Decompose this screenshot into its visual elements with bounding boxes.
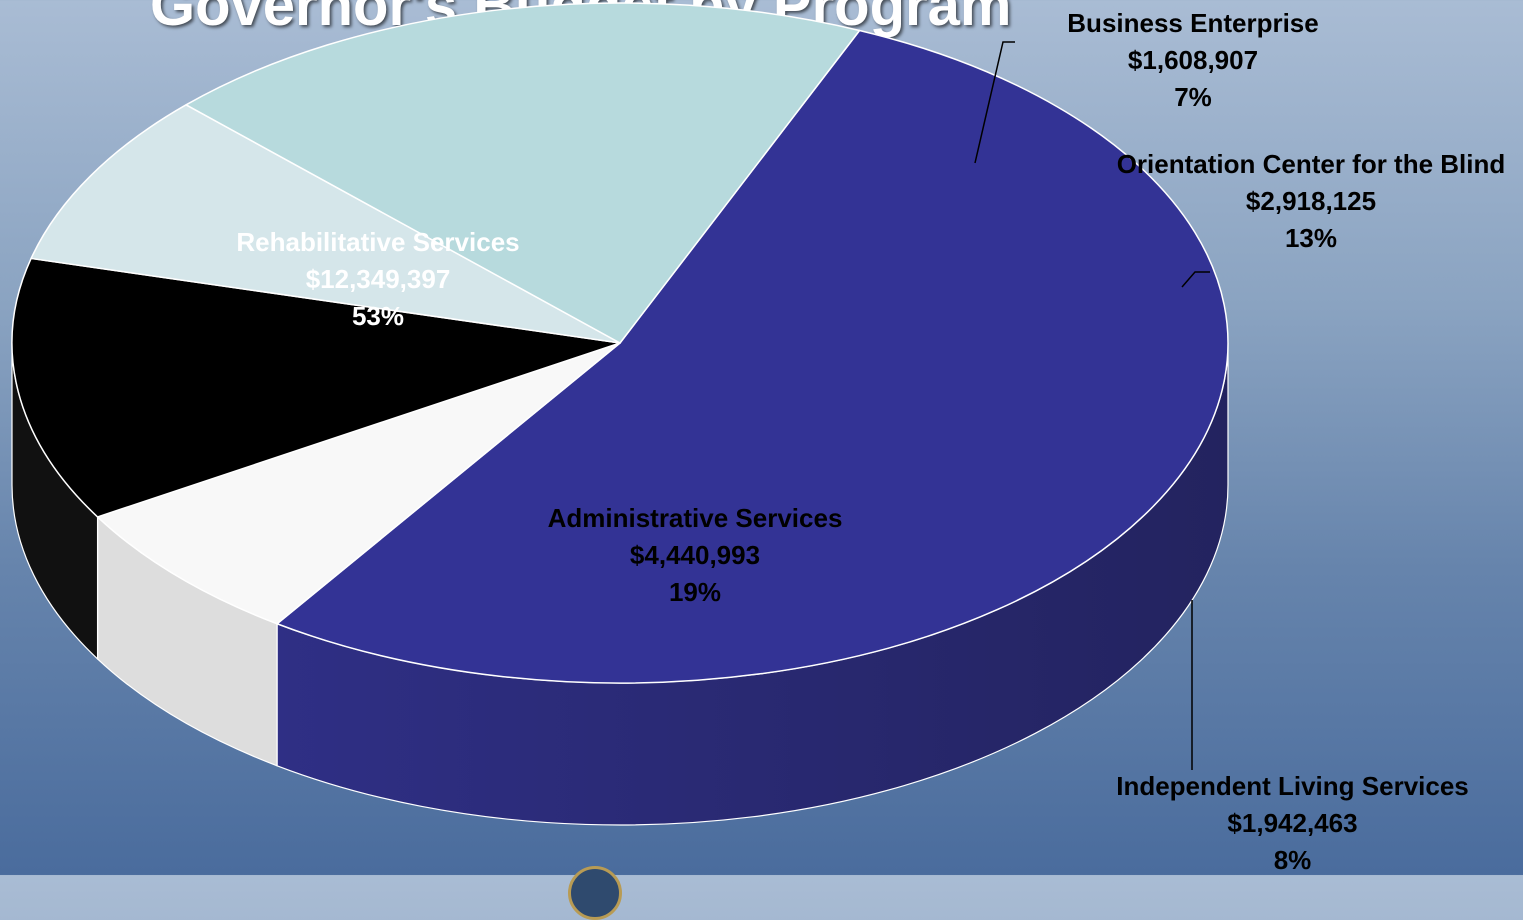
leader-line-orientation-center [1181, 271, 1210, 288]
slice-name: Business Enterprise [1067, 8, 1319, 38]
slice-percent: 7% [1174, 82, 1212, 112]
label-independent-living-services: Independent Living Services $1,942,463 8… [1070, 768, 1515, 879]
slice-percent: 13% [1284, 223, 1338, 253]
slice-percent: 53% [351, 301, 405, 331]
slice-name: Administrative Services [547, 503, 843, 533]
slice-amount: $4,440,993 [629, 540, 761, 570]
pie-slice-administrative-services [185, 2, 861, 344]
state-seal-icon [568, 866, 622, 920]
leader-lines [974, 41, 1210, 770]
slice-name: Orientation Center for the Blind [1116, 149, 1506, 179]
pie-slice-orientation-center [11, 257, 621, 518]
slice-amount: $1,942,463 [1227, 808, 1358, 838]
pie-sides [11, 342, 1229, 826]
slice-percent: 19% [668, 577, 722, 607]
label-orientation-center: Orientation Center for the Blind $2,918,… [1105, 146, 1517, 257]
slice-amount: $2,918,125 [1245, 186, 1377, 216]
label-rehabilitative-services: Rehabilitative Services $12,349,397 53% [200, 224, 556, 335]
pie-tops [11, 2, 1229, 684]
slice-name: Rehabilitative Services [236, 227, 520, 257]
label-business-enterprise: Business Enterprise $1,608,907 7% [1015, 5, 1371, 116]
pie-chart [11, 2, 1229, 826]
pie-slice-independent-living-services [30, 104, 621, 344]
slice-amount: $12,349,397 [305, 264, 451, 294]
pie-slice-business-enterprise [96, 342, 621, 625]
pie-slice-rehabilitative-services [276, 29, 1229, 684]
leader-line-business-enterprise [974, 41, 1015, 164]
slice-percent: 8% [1273, 845, 1312, 875]
slice-name: Independent Living Services [1116, 771, 1469, 801]
chart-stage: Governor's Budget by Program Rehabilitat… [11, 0, 1517, 920]
slice-amount: $1,608,907 [1127, 45, 1259, 75]
label-administrative-services: Administrative Services $4,440,993 19% [510, 500, 880, 611]
